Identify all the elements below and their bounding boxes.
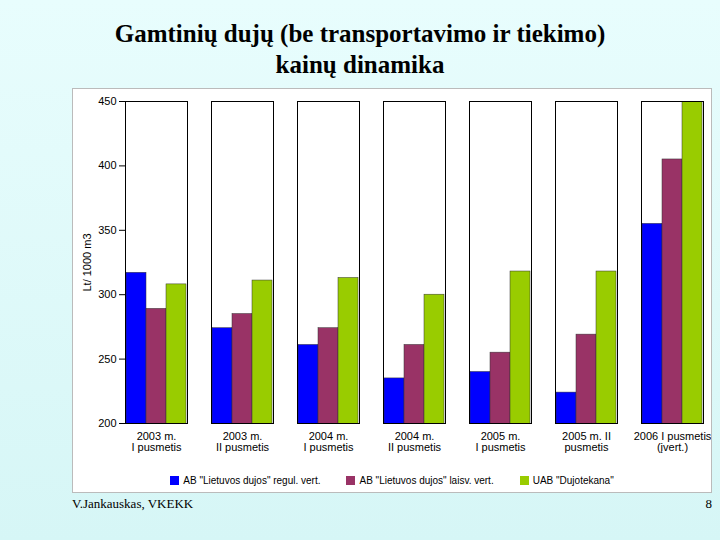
- svg-text:2003 m.II pusmetis: 2003 m.II pusmetis: [216, 430, 270, 453]
- html-text:V.Jankauskas, VKEKK: V.Jankauskas, VKEKK: [72, 496, 194, 511]
- svg-text:400: 400: [98, 159, 116, 171]
- html-text:UAB "Dujotekana": UAB "Dujotekana": [532, 475, 614, 486]
- svg-text:Lt/ 1000 m3: Lt/ 1000 m3: [81, 233, 93, 291]
- svg-text:450: 450: [98, 95, 116, 107]
- svg-text:250: 250: [98, 353, 116, 365]
- html-text:AB "Lietuvos dujos" laisv. ver: AB "Lietuvos dujos" laisv. vert.: [359, 475, 494, 486]
- svg-text:350: 350: [98, 224, 116, 236]
- html-text:Gamtinių dujų (be transportavi: Gamtinių dujų (be transportavimo ir tiek…: [114, 20, 606, 78]
- svg-text:2006 I pusmetis(įvert.): 2006 I pusmetis(įvert.): [634, 430, 711, 453]
- svg-text:2004 m.II pusmetis: 2004 m.II pusmetis: [388, 430, 442, 453]
- svg-text:2005 m.I pusmetis: 2005 m.I pusmetis: [475, 430, 526, 453]
- html-text:AB "Lietuvos dujos" regul. ver: AB "Lietuvos dujos" regul. vert.: [183, 475, 321, 486]
- html-text:8: 8: [705, 496, 712, 511]
- svg-text:2004 m.I pusmetis: 2004 m.I pusmetis: [303, 430, 354, 453]
- svg-text:2003 m.I pusmetis: 2003 m.I pusmetis: [131, 430, 182, 453]
- svg-text:2005 m. IIpusmetis: 2005 m. IIpusmetis: [562, 430, 611, 453]
- svg-text:200: 200: [98, 417, 116, 429]
- svg-text:300: 300: [98, 288, 116, 300]
